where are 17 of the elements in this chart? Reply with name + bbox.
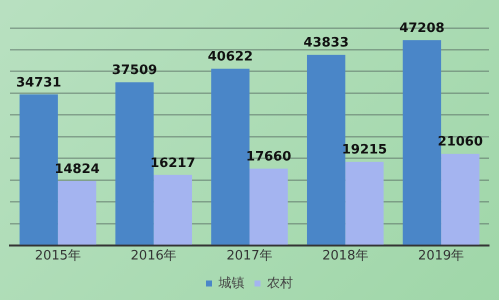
data-label: 21060 [438,134,483,150]
x-tick-label: 2017年 [226,248,273,264]
x-tick-label: 2016年 [130,248,177,264]
data-label: 37509 [112,63,158,78]
x-tick-label: 2019年 [418,248,464,264]
data-label: 16217 [150,156,196,171]
x-tick-label: 2018年 [322,248,368,264]
data-label: 17660 [246,149,292,164]
legend-label: 城镇 [218,276,244,291]
data-label: 47208 [399,21,445,36]
data-label: 34731 [16,75,62,90]
legend-label: 农村 [267,276,293,291]
data-label: 14824 [54,162,100,177]
data-label: 43833 [304,36,349,51]
data-label: 40622 [208,50,253,65]
data-label: 19215 [342,142,388,158]
x-tick-label: 2015年 [34,248,81,264]
